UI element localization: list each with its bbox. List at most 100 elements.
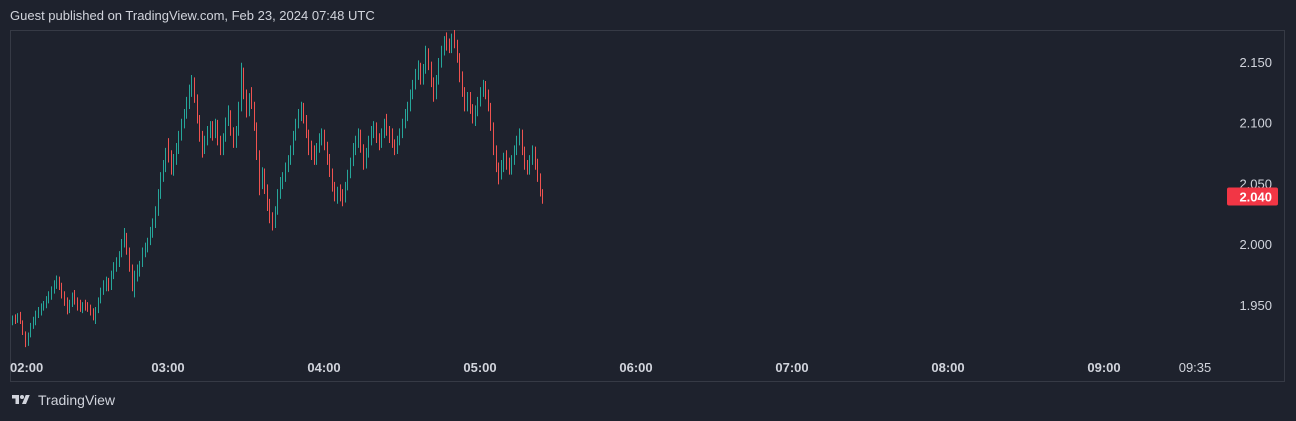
candle (145, 242, 146, 258)
candle (111, 270, 112, 291)
candle (532, 145, 533, 165)
chart-area[interactable] (10, 30, 1285, 382)
candle (202, 130, 203, 158)
candle (394, 139, 395, 156)
candle (90, 304, 91, 316)
candle (366, 147, 367, 169)
candle (51, 286, 52, 300)
candle (438, 57, 439, 85)
candle (139, 260, 140, 277)
candle (485, 81, 486, 100)
candle (186, 96, 187, 119)
candle (308, 129, 309, 156)
candle (74, 290, 75, 305)
candle (215, 118, 216, 139)
candle (228, 105, 229, 126)
candle (272, 212, 273, 231)
candle (379, 133, 380, 151)
candle (355, 135, 356, 156)
candle (77, 297, 78, 311)
candle (446, 32, 447, 51)
candle (462, 71, 463, 97)
candle (262, 167, 263, 190)
candle (425, 45, 426, 74)
candle (64, 291, 65, 306)
publish-info: Guest published on TradingView.com, Feb … (10, 8, 375, 23)
candle (496, 145, 497, 173)
candle (415, 68, 416, 90)
candle (106, 276, 107, 292)
candle (72, 292, 73, 308)
candle (264, 168, 265, 195)
candle (98, 297, 99, 314)
candle (493, 122, 494, 156)
candle (147, 237, 148, 253)
candle (423, 64, 424, 85)
candle (165, 147, 166, 173)
candle (368, 135, 369, 158)
candle (353, 143, 354, 167)
candle (246, 89, 247, 118)
candle (537, 158, 538, 182)
candle (100, 287, 101, 304)
candle (243, 67, 244, 100)
x-tick-label: 08:00 (931, 360, 964, 375)
candle (342, 189, 343, 207)
candle (483, 79, 484, 97)
candle (514, 145, 515, 165)
candle (449, 38, 450, 54)
candle (210, 121, 211, 139)
candle (332, 168, 333, 192)
x-tick-label: 02:00 (10, 360, 43, 375)
candle (428, 48, 429, 71)
candle (22, 320, 23, 335)
x-tick-label: 09:35 (1179, 360, 1212, 375)
candle (233, 127, 234, 148)
candle (475, 105, 476, 126)
candle (334, 181, 335, 202)
candle (431, 61, 432, 88)
candle (95, 307, 96, 325)
candle (319, 133, 320, 153)
candle (48, 291, 49, 304)
y-tick-label: 1.950 (1239, 298, 1272, 313)
candle (223, 133, 224, 156)
candle (321, 128, 322, 146)
candle (113, 262, 114, 280)
candle (301, 101, 302, 122)
candle (275, 206, 276, 229)
candle (467, 91, 468, 112)
candle (35, 310, 36, 326)
candle (407, 101, 408, 122)
candle (137, 264, 138, 282)
candle (371, 125, 372, 146)
candle (457, 39, 458, 63)
candle (256, 122, 257, 161)
candle (285, 162, 286, 182)
candle (56, 275, 57, 289)
candle (80, 299, 81, 312)
candle (399, 128, 400, 146)
candle (498, 162, 499, 185)
candle (212, 121, 213, 141)
candle (134, 270, 135, 298)
candle (282, 172, 283, 190)
candle (519, 128, 520, 146)
candle (480, 87, 481, 107)
candle (108, 277, 109, 292)
candle (150, 226, 151, 246)
candle (477, 96, 478, 117)
candle (384, 118, 385, 139)
footer-brand: TradingView (10, 392, 115, 408)
x-tick-label: 05:00 (463, 360, 496, 375)
candle (43, 300, 44, 311)
candle (418, 60, 419, 80)
candle (129, 247, 130, 272)
candle (516, 135, 517, 156)
candle (386, 113, 387, 136)
candle (238, 101, 239, 136)
candle (160, 172, 161, 199)
candle (176, 143, 177, 165)
